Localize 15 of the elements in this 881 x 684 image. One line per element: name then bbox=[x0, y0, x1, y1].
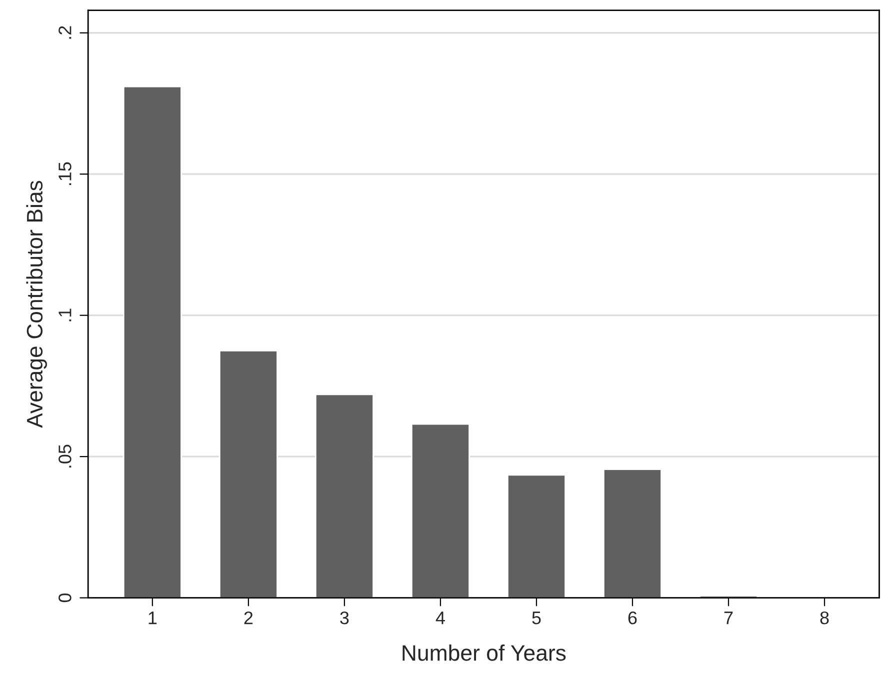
y-tick-label: .05 bbox=[58, 444, 72, 468]
y-tick-label: 0 bbox=[58, 594, 72, 602]
x-tick-label: 4 bbox=[436, 612, 445, 624]
x-axis-title: Number of Years bbox=[402, 644, 566, 661]
y-tick-label: .1 bbox=[58, 308, 72, 322]
x-tick-label: 7 bbox=[724, 612, 733, 624]
x-tick-label: 6 bbox=[628, 611, 637, 624]
y-axis-title: Average Contributor Bias bbox=[26, 180, 47, 428]
x-tick-label: 8 bbox=[820, 611, 829, 624]
x-tick-label: 2 bbox=[244, 611, 253, 624]
y-tick-label: .2 bbox=[58, 26, 72, 39]
y-tick-label: .15 bbox=[58, 162, 72, 185]
x-tick-label: 3 bbox=[340, 611, 349, 624]
x-tick-label: 5 bbox=[532, 612, 541, 624]
x-tick-label: 1 bbox=[148, 612, 157, 624]
